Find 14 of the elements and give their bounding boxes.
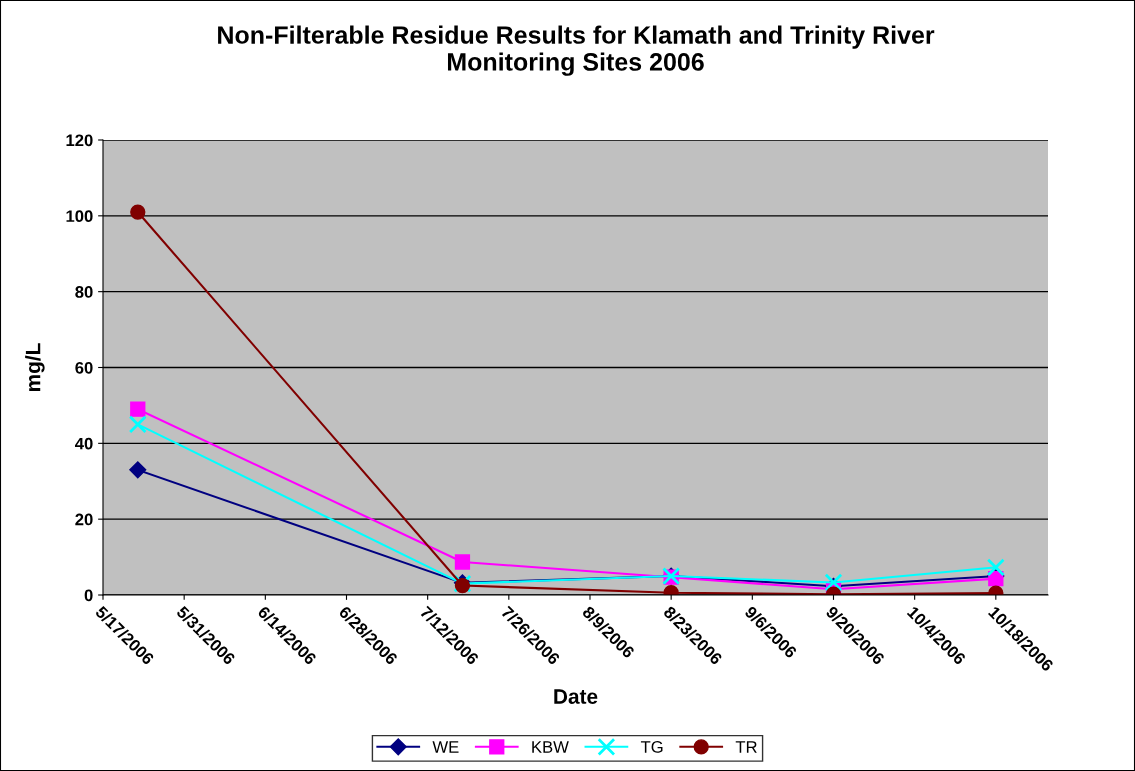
y-tick-label: 80 xyxy=(75,286,93,298)
y-tick-label: 40 xyxy=(74,437,93,450)
y-tick-label: 0 xyxy=(84,589,93,602)
legend-label: WE xyxy=(432,741,459,753)
y-tick-label: 20 xyxy=(75,513,93,526)
legend-label: TR xyxy=(735,741,757,753)
x-axis-title: Date xyxy=(554,689,598,704)
y-tick-label: 120 xyxy=(66,134,93,147)
legend-label: TG xyxy=(640,741,663,753)
y-axis-title: mg/L xyxy=(25,343,45,392)
y-tick-label: 60 xyxy=(75,361,93,374)
chart-title: Non-Filterable Residue Results for Klamath and Trinity River Monitoring Sites 2006 xyxy=(218,25,935,76)
y-tick-label: 100 xyxy=(66,210,93,223)
legend-label: KBW xyxy=(532,741,569,753)
